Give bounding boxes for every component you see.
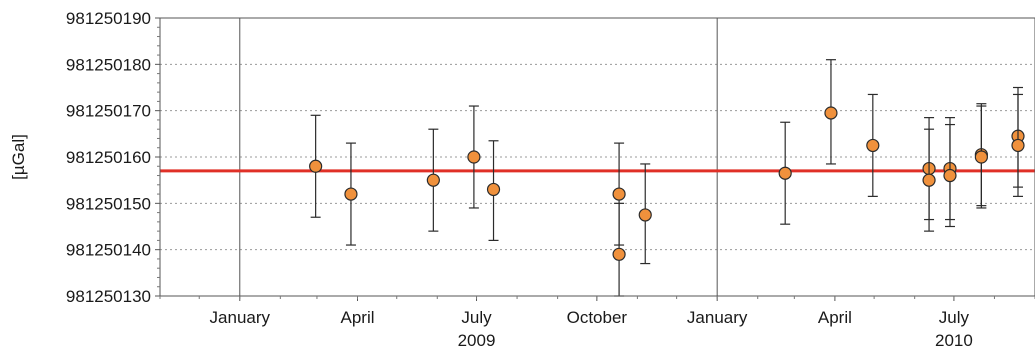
y-tick-label: 981250170 [66, 102, 151, 121]
y-tick-label: 981250140 [66, 241, 151, 260]
x-tick-label: January [687, 308, 748, 327]
data-point [612, 187, 626, 201]
year-boundaries [239, 18, 718, 296]
year-label: 2009 [458, 331, 496, 350]
data-point [344, 187, 358, 201]
data-point [943, 168, 957, 183]
data-point [638, 208, 652, 222]
data-point [974, 150, 988, 164]
x-tick-label: July [939, 308, 970, 327]
data-point [866, 138, 880, 153]
year-label: 2010 [935, 331, 973, 350]
x-tick-label: January [210, 308, 271, 327]
y-tick-label: 981250130 [66, 287, 151, 306]
data-point [426, 173, 440, 187]
grid-lines [160, 63, 1035, 251]
data-point [486, 182, 501, 197]
y-tick-label: 981250190 [66, 9, 151, 28]
y-tick-label: 981250160 [66, 148, 151, 167]
data-points [309, 59, 1025, 297]
data-point [922, 173, 936, 187]
year-labels: 2009 2010 [458, 331, 973, 350]
x-tick-label: July [461, 308, 492, 327]
y-axis-title: [µGal] [9, 134, 28, 180]
data-point [467, 150, 481, 164]
y-axis-ticks: 981250130 981250140 981250150 981250160 9812… [66, 9, 160, 306]
x-tick-label: April [818, 308, 852, 327]
y-tick-label: 981250150 [66, 194, 151, 213]
x-axis-ticks: January April July October January April July [159, 296, 1035, 327]
data-point [778, 166, 792, 180]
x-tick-label: October [567, 308, 628, 327]
data-point [612, 247, 626, 261]
data-point [309, 159, 323, 173]
y-tick-label: 981250180 [66, 55, 151, 74]
data-point [824, 106, 838, 120]
x-tick-label: April [340, 308, 374, 327]
data-point [1011, 138, 1025, 153]
